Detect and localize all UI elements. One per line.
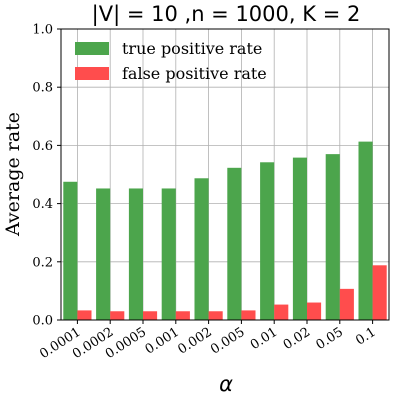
bar-false-positive (339, 288, 354, 320)
legend-label: true positive rate (122, 39, 262, 58)
x-tick-label: 0.02 (281, 325, 313, 353)
bar-true-positive (63, 181, 78, 320)
bar-false-positive (274, 304, 289, 320)
legend: true positive rate false positive rate (75, 39, 267, 83)
bar-true-positive (292, 157, 307, 320)
chart-title: |V| = 10 ,n = 1000, K = 2 (92, 2, 361, 27)
legend-label: false positive rate (122, 64, 267, 83)
bar-false-positive (241, 310, 256, 320)
bar-false-positive (175, 311, 190, 320)
x-tick-label: 0.005 (208, 325, 247, 358)
bar-true-positive (260, 162, 275, 320)
chart-title-part: |V| = 10 (92, 2, 178, 27)
chart-title-part: K = 2 (302, 2, 360, 26)
bar-true-positive (96, 188, 111, 320)
bar-false-positive (77, 310, 92, 320)
bar-false-positive (307, 302, 322, 320)
bar-true-positive (325, 154, 340, 320)
plot-frame (60, 28, 390, 321)
x-tick-label: 0.05 (314, 325, 346, 353)
legend-swatch (75, 42, 109, 55)
bar-true-positive (227, 167, 242, 320)
y-tick-label: 0.0 (32, 314, 53, 329)
x-tick-label: 0.001 (143, 325, 182, 358)
y-tick-label: 0.4 (32, 197, 53, 212)
y-tick-label: 0.8 (32, 81, 53, 96)
y-axis: 0.0 0.2 0.4 0.6 0.8 1.0 (32, 23, 61, 329)
y-tick-label: 1.0 (32, 23, 53, 38)
x-tick-label: 0.01 (248, 325, 280, 353)
bar-true-positive (161, 188, 176, 320)
bar-true-positive (194, 178, 209, 320)
x-tick-label: 0.1 (353, 325, 379, 349)
y-axis-label: Average rate (2, 112, 24, 237)
bar-false-positive (372, 265, 387, 320)
chart-title-part: ,n = 1000, (178, 2, 302, 26)
y-tick-label: 0.2 (32, 255, 53, 270)
bar-false-positive (110, 311, 125, 320)
bar-false-positive (143, 311, 158, 320)
bars (63, 141, 387, 320)
x-axis-label: α (219, 372, 233, 396)
bar-true-positive (358, 141, 373, 320)
bar-true-positive (128, 188, 143, 320)
x-tick-label: 0.002 (175, 325, 214, 358)
legend-swatch (75, 67, 109, 80)
bar-false-positive (208, 311, 223, 320)
y-tick-label: 0.6 (32, 139, 53, 154)
